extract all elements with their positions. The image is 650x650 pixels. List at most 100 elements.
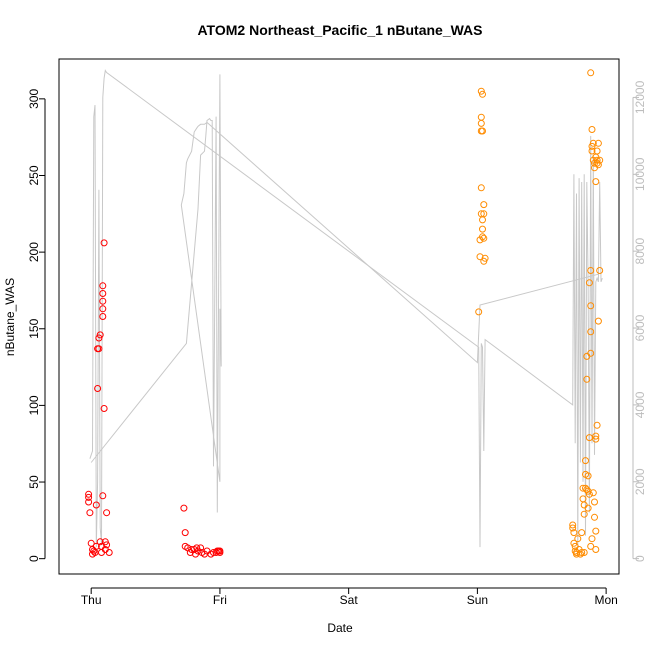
data-point [587,328,595,336]
y2-tick-label: 6000 [633,314,647,341]
data-point [593,147,601,155]
data-point [480,234,488,242]
data-point [587,349,595,357]
data-point [95,345,103,353]
data-point [479,216,486,224]
data-point [591,498,598,506]
secondary-y-axis: 0 2000 4000 6000 8000 10000 12000 [632,80,647,562]
data-point [596,267,604,274]
data-point [101,538,109,546]
data-point [587,69,595,77]
data-point [477,87,485,95]
altitude-line-2 [90,74,599,513]
data-point [587,267,595,274]
y-tick-label: 100 [27,395,41,415]
altitude-line-1 [89,69,603,548]
data-point [579,484,587,492]
data-point [99,290,107,297]
data-point [587,542,595,550]
data-point [85,493,93,501]
y2-tick-label: 0 [633,555,647,562]
data-point [570,529,578,537]
data-point [103,509,111,517]
data-point [86,509,94,517]
data-point [95,334,103,342]
data-point [592,527,600,535]
data-point [100,405,108,412]
data-point [99,305,107,313]
data-point [583,375,591,383]
data-point [576,550,584,558]
data-point [569,521,577,529]
x-tick-label: Fri [213,593,227,607]
data-point [588,147,596,155]
data-point [103,541,111,549]
data-point [580,549,588,556]
data-point [582,457,589,465]
data-point [594,317,602,325]
x-axis-label: Date [327,621,353,635]
data-point [570,539,578,547]
data-point [99,492,107,500]
data-point [592,178,600,186]
data-point [596,156,604,164]
data-point [92,542,100,550]
data-point [480,201,488,209]
data-point [479,127,486,135]
data-point [594,161,602,169]
y2-tick-label: 8000 [633,237,647,264]
data-points [85,69,604,558]
data-point [592,435,600,443]
data-point [99,297,107,305]
data-point [589,489,597,497]
data-point [216,547,224,555]
y-tick-label: 300 [27,89,41,109]
data-point [585,279,593,287]
data-point [479,233,486,241]
data-point [477,119,485,127]
y-axis-label: nButane_WAS [3,278,17,356]
data-point [580,510,588,518]
y-tick-label: 50 [27,475,41,489]
x-tick-label: Mon [594,593,617,607]
data-point [585,434,593,442]
data-point [481,254,489,262]
data-point [85,498,93,506]
data-point [587,302,595,310]
data-point [475,308,483,316]
data-point [578,549,586,556]
data-point [96,538,104,546]
data-point [99,282,107,290]
x-axis: Thu Fri Sat Sun Mon [81,587,618,607]
y2-tick-label: 10000 [633,157,647,191]
data-point [584,472,592,480]
data-point [592,546,600,553]
data-point [92,501,100,509]
data-point [479,90,486,98]
data-point [480,210,488,218]
data-point [585,490,593,498]
data-point [571,547,579,555]
altitude-lines [89,69,603,548]
data-point [105,549,113,556]
data-point [85,490,93,498]
data-point [584,504,592,512]
y2-tick-label: 2000 [633,468,647,495]
y2-tick-label: 4000 [633,391,647,418]
data-point [181,529,189,537]
chart-title: ATOM2 Northeast_Pacific_1 nButane_WAS [197,22,482,38]
data-point [569,524,577,532]
data-point [477,113,485,121]
x-tick-label: Sat [340,593,359,607]
data-point [592,432,600,440]
y-tick-label: 150 [27,318,41,338]
plot-frame [58,58,620,575]
x-tick-label: Sun [467,593,488,607]
x-tick-label: Thu [81,593,102,607]
data-point [593,156,601,164]
data-point [580,501,588,509]
data-point [94,385,102,392]
data-point [589,139,597,147]
y-tick-label: 200 [27,242,41,262]
data-point [591,513,598,521]
